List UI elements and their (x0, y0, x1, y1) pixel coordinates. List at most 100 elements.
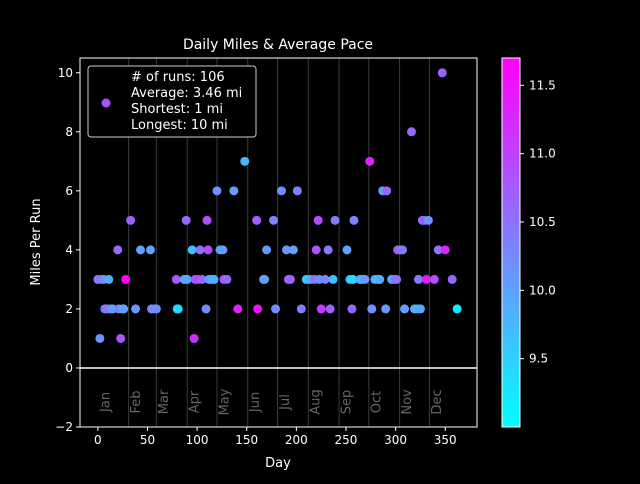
data-point (195, 245, 205, 255)
data-point (323, 245, 333, 255)
x-tick-label: 0 (94, 433, 102, 447)
month-label: Feb (129, 390, 144, 413)
data-point (212, 186, 222, 196)
chart-title: Daily Miles & Average Pace (183, 37, 373, 53)
data-point (433, 245, 443, 255)
data-point (452, 304, 462, 314)
data-point (292, 186, 302, 196)
data-point (400, 304, 410, 314)
data-point (113, 245, 123, 255)
month-label: Oct (369, 391, 384, 413)
data-point (440, 245, 450, 255)
axes-frame (79, 57, 478, 428)
data-point (360, 274, 370, 284)
legend-line: Shortest: 1 mi (131, 102, 223, 117)
data-point (413, 274, 423, 284)
data-point (375, 274, 385, 284)
data-point (240, 156, 250, 166)
data-point (126, 215, 136, 225)
data-point (209, 274, 219, 284)
data-point (437, 68, 447, 78)
month-label: Dec (430, 389, 445, 414)
data-point (382, 186, 392, 196)
month-label: Nov (400, 389, 415, 415)
legend-box (87, 65, 257, 138)
data-point (347, 304, 357, 314)
data-point (119, 304, 129, 314)
y-tick-label: 10 (58, 66, 73, 80)
data-point (365, 156, 375, 166)
data-point (288, 245, 298, 255)
data-point (260, 274, 270, 284)
colorbar-tick-label: 9.5 (529, 352, 548, 366)
data-point (421, 274, 431, 284)
data-point (229, 186, 239, 196)
colorbar-tick-label: 10.5 (529, 215, 556, 229)
month-label: Jan (98, 392, 113, 413)
data-point (330, 215, 340, 225)
data-point (271, 304, 281, 314)
x-tick-label: 50 (140, 433, 155, 447)
data-point (342, 245, 352, 255)
data-point (447, 274, 457, 284)
month-label: Apr (188, 390, 203, 413)
data-point (218, 245, 228, 255)
data-point (313, 215, 323, 225)
x-tick-label: 200 (285, 433, 308, 447)
data-point (136, 245, 146, 255)
data-point (145, 245, 155, 255)
month-label: May (217, 388, 232, 415)
data-point (328, 274, 338, 284)
y-tick-label: 2 (65, 302, 73, 316)
data-point (415, 304, 425, 314)
data-point (189, 333, 199, 343)
data-point (349, 215, 359, 225)
data-point (296, 304, 306, 314)
data-point (285, 274, 295, 284)
data-point (367, 304, 377, 314)
month-label: Sep (339, 390, 354, 415)
data-point (131, 304, 141, 314)
data-point (202, 215, 212, 225)
data-point (171, 274, 181, 284)
data-point (116, 333, 126, 343)
y-tick-label: −2 (55, 420, 73, 434)
month-label: Aug (309, 389, 324, 414)
data-point (276, 186, 286, 196)
data-point (201, 304, 211, 314)
legend-line: Longest: 10 mi (131, 118, 228, 133)
data-point (182, 274, 192, 284)
data-point (203, 245, 213, 255)
colorbar: 9.5 10.0 10.5 11.0 11.5 (501, 57, 556, 428)
x-tick-label: 250 (335, 433, 358, 447)
data-point (281, 245, 291, 255)
data-point (173, 304, 183, 314)
data-point (151, 304, 161, 314)
data-point (320, 274, 330, 284)
colorbar-tick-label: 10.0 (529, 283, 556, 297)
x-tick-label: 100 (186, 433, 209, 447)
data-point (252, 215, 262, 225)
data-point (348, 274, 358, 284)
data-point (121, 274, 131, 284)
data-point (392, 274, 402, 284)
colorbar-gradient (501, 57, 521, 428)
data-point (325, 304, 335, 314)
y-tick-label: 4 (65, 243, 73, 257)
y-tick-label: 0 (65, 361, 73, 375)
legend-line: Average: 3.46 mi (131, 86, 242, 101)
data-point (233, 304, 243, 314)
data-point (253, 304, 263, 314)
colorbar-tick-label: 11.5 (529, 78, 556, 92)
legend-marker (101, 98, 111, 108)
data-point (262, 245, 272, 255)
month-label: Jul (278, 394, 293, 411)
x-axis-label: Day (265, 456, 291, 471)
data-point (104, 274, 114, 284)
data-point (311, 245, 321, 255)
month-label: Jun (248, 392, 263, 413)
data-point (181, 215, 191, 225)
legend-line: # of runs: 106 (131, 70, 225, 85)
